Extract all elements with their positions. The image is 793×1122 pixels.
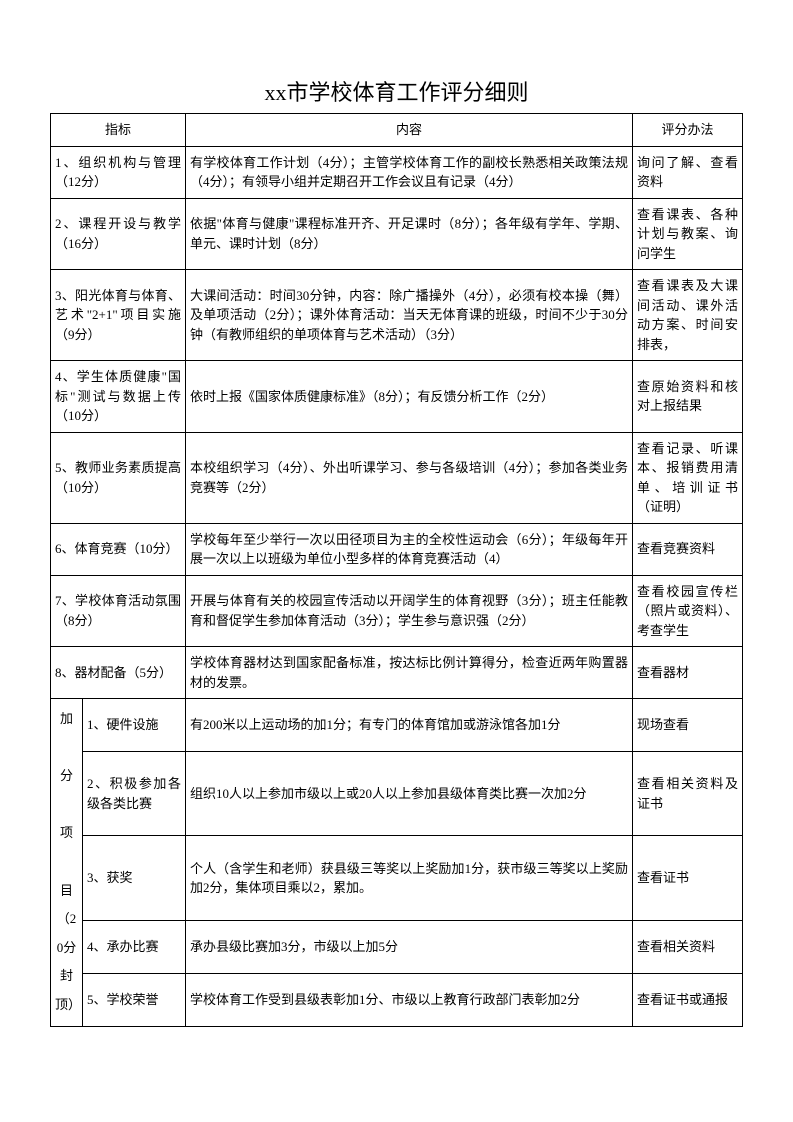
- cell-content: 依时上报《国家体质健康标准》（8分）；有反馈分析工作（2分）: [186, 361, 633, 433]
- cell-indicator: 2、课程开设与教学（16分）: [51, 198, 186, 270]
- bonus-content: 有200米以上运动场的加1分；有专门的体育馆加或游泳馆各加1分: [186, 699, 633, 752]
- cell-content: 本校组织学习（4分）、外出听课学习、参与各级培训（4分）；参加各类业务竞赛等（2…: [186, 432, 633, 523]
- table-row: 2、积极参加各级各类比赛 组织10人以上参加市级以上或20人以上参加县级体育类比…: [51, 751, 743, 836]
- table-row: 7、学校体育活动氛围（8分） 开展与体育有关的校园宣传活动以开阔学生的体育视野（…: [51, 575, 743, 647]
- cell-method: 查看记录、听课本、报销费用清单、培训证书（证明）: [633, 432, 743, 523]
- bonus-content: 承办县级比赛加3分，市级以上加5分: [186, 920, 633, 973]
- cell-indicator: 7、学校体育活动氛围（8分）: [51, 575, 186, 647]
- header-indicator: 指标: [51, 114, 186, 147]
- cell-method: 查看器材: [633, 647, 743, 699]
- cell-indicator: 1、组织机构与管理（12分）: [51, 146, 186, 198]
- cell-indicator: 6、体育竞赛（10分）: [51, 523, 186, 575]
- header-method: 评分办法: [633, 114, 743, 147]
- bonus-sub: 5、学校荣誉: [83, 973, 186, 1026]
- table-row: 8、器材配备（5分） 学校体育器材达到国家配备标准，按达标比例计算得分，检查近两…: [51, 647, 743, 699]
- cell-method: 查看校园宣传栏（照片或资料）、考查学生: [633, 575, 743, 647]
- bonus-method: 现场查看: [633, 699, 743, 752]
- bonus-method: 查看相关资料: [633, 920, 743, 973]
- page-title: xx市学校体育工作评分细则: [50, 75, 743, 107]
- bonus-method: 查看相关资料及证书: [633, 751, 743, 836]
- bonus-sub: 3、获奖: [83, 836, 186, 921]
- bonus-content: 个人（含学生和老师）获县级三等奖以上奖励加1分，获市级三等奖以上奖励加2分，集体…: [186, 836, 633, 921]
- bonus-method: 查看证书: [633, 836, 743, 921]
- table-row: 4、学生体质健康"国标"测试与数据上传（10分） 依时上报《国家体质健康标准》（…: [51, 361, 743, 433]
- cell-method: 询问了解、查看资料: [633, 146, 743, 198]
- cell-content: 开展与体育有关的校园宣传活动以开阔学生的体育视野（3分）；班主任能教育和督促学生…: [186, 575, 633, 647]
- bonus-content: 组织10人以上参加市级以上或20人以上参加县级体育类比赛一次加2分: [186, 751, 633, 836]
- bonus-content: 学校体育工作受到县级表彰加1分、市级以上教育行政部门表彰加2分: [186, 973, 633, 1026]
- table-row: 加 分 项 目（20分封顶） 1、硬件设施 有200米以上运动场的加1分；有专门…: [51, 699, 743, 752]
- table-row: 3、阳光体育与体育、艺术"2+1"项目实施（9分） 大课间活动：时间30分钟，内…: [51, 270, 743, 361]
- cell-indicator: 5、教师业务素质提高（10分）: [51, 432, 186, 523]
- table-row: 1、组织机构与管理（12分） 有学校体育工作计划（4分）；主管学校体育工作的副校…: [51, 146, 743, 198]
- cell-method: 查看课表、各种计划与教案、询问学生: [633, 198, 743, 270]
- table-row: 5、教师业务素质提高（10分） 本校组织学习（4分）、外出听课学习、参与各级培训…: [51, 432, 743, 523]
- bonus-sub: 1、硬件设施: [83, 699, 186, 752]
- table-row: 5、学校荣誉 学校体育工作受到县级表彰加1分、市级以上教育行政部门表彰加2分 查…: [51, 973, 743, 1026]
- cell-method: 查原始资料和核对上报结果: [633, 361, 743, 433]
- bonus-method: 查看证书或通报: [633, 973, 743, 1026]
- header-content: 内容: [186, 114, 633, 147]
- cell-method: 查看课表及大课间活动、课外活动方案、时间安排表，: [633, 270, 743, 361]
- table-row: 2、课程开设与教学（16分） 依据"体育与健康"课程标准开齐、开足课时（8分）；…: [51, 198, 743, 270]
- cell-content: 学校体育器材达到国家配备标准，按达标比例计算得分，检查近两年购置器材的发票。: [186, 647, 633, 699]
- cell-method: 查看竞赛资料: [633, 523, 743, 575]
- cell-indicator: 3、阳光体育与体育、艺术"2+1"项目实施（9分）: [51, 270, 186, 361]
- table-row: 4、承办比赛 承办县级比赛加3分，市级以上加5分 查看相关资料: [51, 920, 743, 973]
- cell-content: 依据"体育与健康"课程标准开齐、开足课时（8分）；各年级有学年、学期、单元、课时…: [186, 198, 633, 270]
- cell-content: 有学校体育工作计划（4分）；主管学校体育工作的副校长熟悉相关政策法规（4分）；有…: [186, 146, 633, 198]
- header-row: 指标 内容 评分办法: [51, 114, 743, 147]
- bonus-sub: 2、积极参加各级各类比赛: [83, 751, 186, 836]
- cell-indicator: 8、器材配备（5分）: [51, 647, 186, 699]
- table-row: 6、体育竞赛（10分） 学校每年至少举行一次以田径项目为主的全校性运动会（6分）…: [51, 523, 743, 575]
- cell-content: 学校每年至少举行一次以田径项目为主的全校性运动会（6分）；年级每年开展一次以上以…: [186, 523, 633, 575]
- bonus-group-label: 加 分 项 目（20分封顶）: [51, 699, 83, 1027]
- cell-content: 大课间活动：时间30分钟，内容：除广播操外（4分），必须有校本操（舞）及单项活动…: [186, 270, 633, 361]
- scoring-table: 指标 内容 评分办法 1、组织机构与管理（12分） 有学校体育工作计划（4分）；…: [50, 113, 743, 1027]
- table-row: 3、获奖 个人（含学生和老师）获县级三等奖以上奖励加1分，获市级三等奖以上奖励加…: [51, 836, 743, 921]
- cell-indicator: 4、学生体质健康"国标"测试与数据上传（10分）: [51, 361, 186, 433]
- bonus-sub: 4、承办比赛: [83, 920, 186, 973]
